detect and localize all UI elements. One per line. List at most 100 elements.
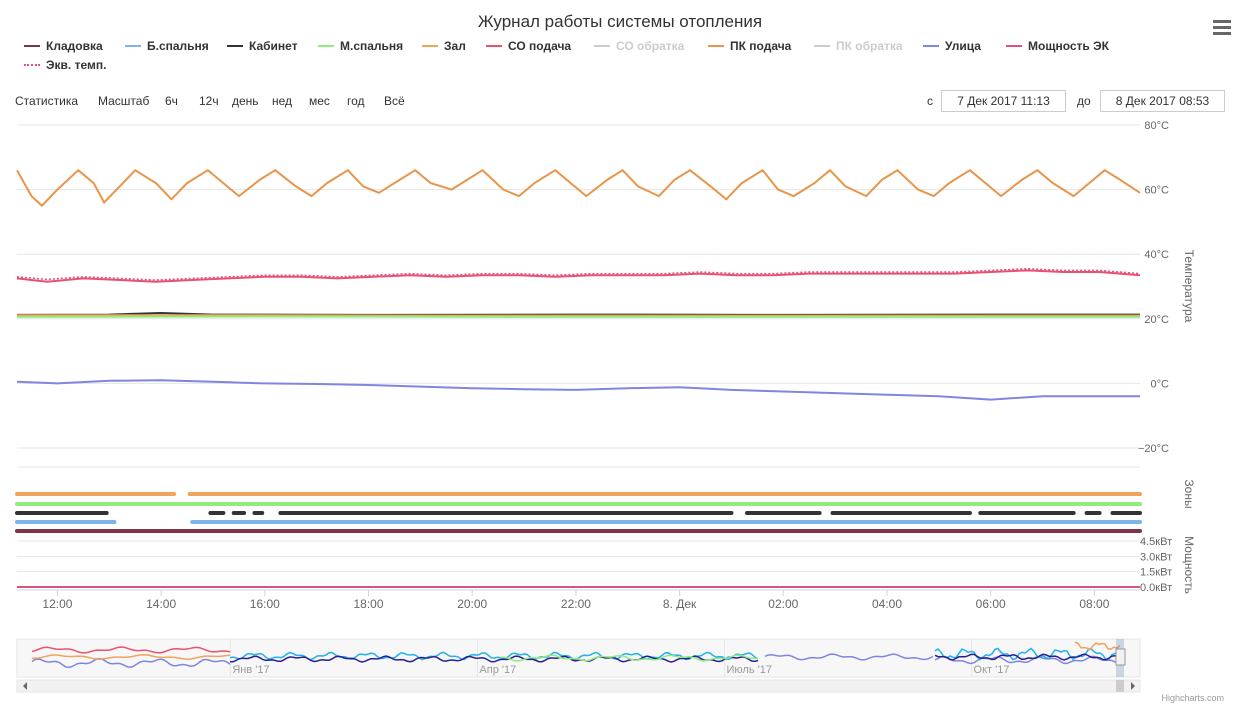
series-line-0: [16, 169, 1141, 207]
navigator-series: [31, 654, 231, 660]
zoom-label: Масштаб: [98, 94, 150, 108]
from-label: с: [927, 94, 933, 108]
legend-item-0[interactable]: Кладовка: [24, 38, 103, 54]
legend-item-3[interactable]: М.спальня: [318, 38, 403, 54]
x-tick-label: 12:00: [42, 597, 72, 611]
legend-symbol: [708, 45, 724, 47]
power-tick-label: 3.0кВт: [1140, 551, 1172, 563]
power-tick-label: 1.5кВт: [1140, 567, 1172, 579]
range-button-month[interactable]: мес: [309, 94, 330, 108]
legend-label: Кладовка: [46, 39, 103, 53]
legend-symbol: [422, 45, 438, 47]
x-tick-label: 22:00: [561, 597, 591, 611]
temp-tick-label: 60°C: [1144, 185, 1169, 197]
navigator-label: Апр '17: [479, 664, 516, 676]
navigator-handle: [1115, 648, 1126, 666]
legend-label: Кабинет: [249, 39, 298, 53]
legend-symbol: [923, 45, 939, 47]
scroll-right-arrow-icon: [1131, 682, 1135, 690]
from-date-input[interactable]: 7 Дек 2017 11:13: [941, 90, 1066, 112]
range-button-all[interactable]: Всё: [384, 94, 405, 108]
to-label: до: [1077, 94, 1091, 108]
legend-symbol: [227, 45, 243, 47]
temp-axis-title: Температура: [1182, 250, 1196, 323]
range-button-day[interactable]: день: [232, 94, 259, 108]
credits-link[interactable]: Highcharts.com: [1161, 693, 1224, 703]
x-tick-label: 06:00: [976, 597, 1006, 611]
legend-label: СО подача: [508, 39, 572, 53]
legend-symbol: [24, 45, 40, 47]
legend-item-8[interactable]: ПК обратка: [814, 38, 903, 54]
legend-label: ПК подача: [730, 39, 792, 53]
navigator-series: [229, 651, 759, 661]
legend-label: Улица: [945, 39, 981, 53]
series-line-2: [16, 267, 1141, 281]
navigator-series: [1074, 641, 1121, 651]
statistics-button[interactable]: Статистика: [15, 94, 79, 108]
legend-label: Зал: [444, 39, 466, 53]
legend-symbol: [814, 45, 830, 47]
x-tick-label: 18:00: [354, 597, 384, 611]
to-date-input[interactable]: 8 Дек 2017 08:53: [1100, 90, 1225, 112]
navigator-series: [31, 646, 231, 654]
zones-axis-title: Зоны: [1182, 479, 1196, 508]
legend-item-5[interactable]: СО подача: [486, 38, 571, 54]
temp-tick-label: 20°C: [1144, 314, 1169, 326]
navigator-label: Окт '17: [974, 664, 1010, 676]
range-button-6h[interactable]: 6ч: [165, 94, 178, 108]
navigator-series: [31, 657, 231, 669]
hamburger-menu-icon[interactable]: [1213, 20, 1231, 38]
series-line-1: [16, 269, 1141, 283]
temp-tick-label: 40°C: [1144, 249, 1169, 261]
scroll-left-arrow-icon: [23, 682, 27, 690]
legend-item-10[interactable]: Мощность ЭК: [1006, 38, 1109, 54]
scrollbar-thumb: [1116, 680, 1124, 692]
navigator-series: [499, 654, 759, 662]
navigator-series: [934, 647, 1119, 661]
legend-item-2[interactable]: Кабинет: [227, 38, 298, 54]
power-tick-label: 0.0кВт: [1140, 582, 1172, 594]
legend-label: Мощность ЭК: [1028, 39, 1109, 53]
legend-label: Экв. темп.: [46, 58, 107, 72]
legend-symbol: [24, 64, 40, 66]
range-button-week[interactable]: нед: [272, 94, 293, 108]
temp-tick-label: 0°C: [1151, 378, 1170, 390]
x-tick-label: 04:00: [872, 597, 902, 611]
range-button-12h[interactable]: 12ч: [199, 94, 219, 108]
x-tick-label: 14:00: [146, 597, 176, 611]
x-tick-label: 02:00: [768, 597, 798, 611]
legend-item-6[interactable]: СО обратка: [594, 38, 684, 54]
navigator-label: Июль '17: [726, 664, 771, 676]
temp-tick-label: −20°C: [1138, 443, 1169, 455]
legend-item-1[interactable]: Б.спальня: [125, 38, 209, 54]
legend-label: Б.спальня: [147, 39, 209, 53]
legend-item-9[interactable]: Улица: [923, 38, 981, 54]
legend-symbol: [318, 45, 334, 47]
navigator-label: Янв '17: [232, 664, 269, 676]
power-axis-title: Мощность: [1182, 536, 1196, 594]
legend-label: ПК обратка: [836, 39, 903, 53]
x-tick-label: 16:00: [250, 597, 280, 611]
navigator-series: [229, 655, 759, 663]
legend-symbol: [1006, 45, 1022, 47]
series-line-6: [16, 379, 1140, 401]
legend-item-4[interactable]: Зал: [422, 38, 466, 54]
navigator-series: [934, 655, 1119, 665]
legend-symbol: [125, 45, 141, 47]
legend-item-7[interactable]: ПК подача: [708, 38, 791, 54]
x-tick-label: 8. Дек: [663, 597, 697, 611]
legend-symbol: [486, 45, 502, 47]
chart-title: Журнал работы системы отопления: [477, 12, 763, 31]
legend-label: СО обратка: [616, 39, 685, 53]
navigator-series: [764, 653, 934, 661]
legend-item-11[interactable]: Экв. темп.: [24, 57, 106, 73]
x-tick-label: 20:00: [457, 597, 487, 611]
scrollbar-track: [16, 679, 1141, 693]
power-tick-label: 4.5кВт: [1140, 536, 1172, 548]
legend-label: М.спальня: [340, 39, 404, 53]
x-tick-label: 08:00: [1079, 597, 1109, 611]
navigator-series: [934, 653, 1119, 661]
range-button-year[interactable]: год: [347, 94, 365, 108]
temp-tick-label: 80°C: [1144, 120, 1169, 132]
